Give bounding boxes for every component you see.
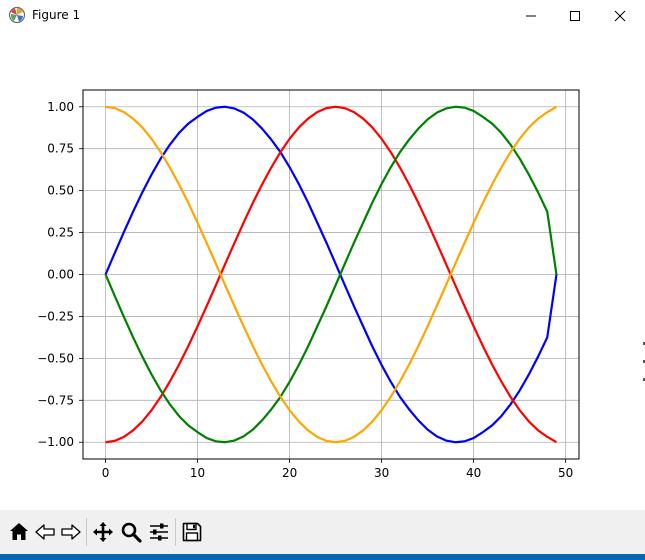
minimize-button[interactable] — [508, 0, 554, 32]
forward-button[interactable] — [58, 515, 84, 549]
y-tick-label: −0.50 — [37, 351, 74, 365]
window-title: Figure 1 — [32, 8, 81, 22]
series-line-2 — [105, 105, 558, 444]
y-tick-label: 0.25 — [47, 226, 74, 240]
line-chart[interactable]: 0 10 20 30 40 50 1.00 0.75 0.50 0.25 0.00 −0.25 −0.… — [0, 32, 645, 510]
arrow-right-icon — [61, 524, 81, 540]
x-tick-label: 30 — [374, 466, 389, 480]
series-line-1 — [104, 105, 558, 444]
grid-lines — [83, 90, 579, 459]
title-bar[interactable]: Figure 1 — [0, 0, 645, 32]
close-button[interactable] — [597, 0, 643, 32]
navigation-toolbar — [0, 510, 645, 554]
series-lines — [104, 105, 558, 444]
sliders-icon — [150, 523, 168, 541]
close-icon — [614, 10, 626, 22]
maximize-icon — [570, 11, 580, 21]
move-icon — [93, 522, 113, 542]
arrow-left-icon — [35, 524, 55, 540]
home-button[interactable] — [6, 515, 32, 549]
y-tick-label: 0.75 — [47, 142, 74, 156]
series-line-3 — [104, 105, 558, 444]
x-tick-label: 20 — [282, 466, 297, 480]
y-tick-label: −1.00 — [37, 435, 74, 449]
x-tick-label: 40 — [466, 466, 481, 480]
zoom-button[interactable] — [117, 515, 145, 549]
y-tick-label: −0.75 — [37, 393, 74, 407]
y-axis-ticks: 1.00 0.75 0.50 0.25 0.00 −0.25 −0.50 −0.75 −1.00 — [37, 100, 83, 449]
minimize-icon — [526, 15, 536, 17]
back-button[interactable] — [32, 515, 58, 549]
x-axis-ticks: 0 10 20 30 40 50 — [102, 459, 573, 480]
matplotlib-logo-icon — [8, 6, 26, 24]
pan-button[interactable] — [89, 515, 117, 549]
y-tick-label: 0.00 — [47, 268, 74, 282]
save-button[interactable] — [178, 515, 206, 549]
figure-canvas[interactable]: 0 10 20 30 40 50 1.00 0.75 0.50 0.25 0.00 −0.25 −0.… — [0, 32, 645, 510]
magnifier-icon — [121, 522, 142, 543]
toolbar-separator — [175, 518, 176, 546]
series-line-4 — [105, 105, 558, 444]
toolbar-separator — [86, 518, 87, 546]
x-tick-label: 10 — [190, 466, 205, 480]
window-edge-marks — [643, 342, 645, 381]
x-tick-label: 50 — [558, 466, 573, 480]
maximize-button[interactable] — [552, 0, 598, 32]
configure-subplots-button[interactable] — [145, 515, 173, 549]
taskbar-strip — [0, 554, 645, 560]
y-tick-label: 0.50 — [47, 184, 74, 198]
x-tick-label: 0 — [102, 466, 110, 480]
y-tick-label: −0.25 — [37, 309, 74, 323]
floppy-disk-icon — [182, 522, 202, 542]
home-icon — [10, 523, 28, 540]
y-tick-label: 1.00 — [47, 100, 74, 114]
